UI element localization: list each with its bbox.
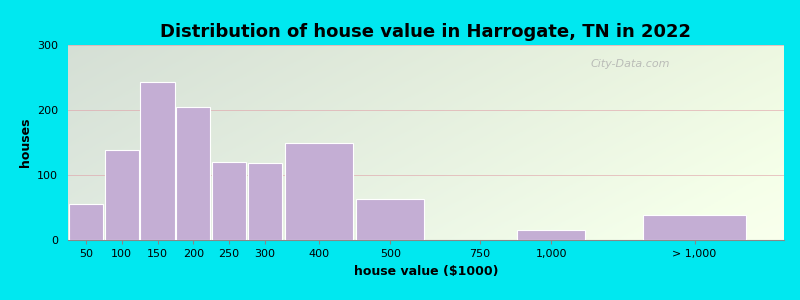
Bar xyxy=(518,230,586,240)
Bar xyxy=(285,142,353,240)
Bar xyxy=(69,204,103,240)
Bar xyxy=(141,82,174,240)
Bar xyxy=(212,162,246,240)
Bar xyxy=(356,199,424,240)
Y-axis label: houses: houses xyxy=(18,118,31,167)
Bar xyxy=(176,107,210,240)
Text: City-Data.com: City-Data.com xyxy=(590,58,670,69)
Bar xyxy=(248,163,282,240)
Title: Distribution of house value in Harrogate, TN in 2022: Distribution of house value in Harrogate… xyxy=(161,23,691,41)
Bar xyxy=(105,150,138,240)
X-axis label: house value ($1000): house value ($1000) xyxy=(354,265,498,278)
Bar xyxy=(643,215,746,240)
